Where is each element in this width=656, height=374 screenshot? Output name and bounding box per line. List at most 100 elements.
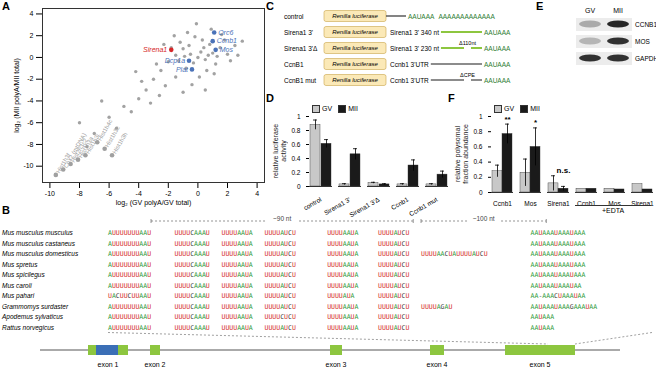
svg-text:Grammomys surdaster: Grammomys surdaster xyxy=(2,303,69,311)
svg-text:2: 2 xyxy=(30,32,34,39)
svg-text:0.8: 0.8 xyxy=(473,128,482,135)
svg-text:Mos: Mos xyxy=(524,200,537,207)
svg-text:AUUUUUUUAAUUUUUCAAAUUUUUAAUAUU: AUUUUUUUAAUUUUUCAAAUUUUUAAUAUUUUAUCUUUUU… xyxy=(108,282,582,290)
svg-text:-4: -4 xyxy=(27,97,33,104)
svg-text:AUUUUUUUAAUUUUUCAAAUUUUUAAUAUU: AUUUUUUUAAUUUUUCAAAUUUUUAAUAUUUUAUCUUUUU… xyxy=(108,303,597,311)
svg-text:Ccnb1: Ccnb1 xyxy=(577,200,596,207)
svg-text:AUUUUUUUAAUUUUUCAAAUUUUUAAUAUU: AUUUUUUUAAUUUUUCAAAUUUUUAAUAUUUUAUCUUUUU… xyxy=(108,229,585,237)
svg-text:Renilla luciferase: Renilla luciferase xyxy=(332,13,378,19)
svg-text:AUUUUUUUAAUUUUUCAAAUUUUUAAUAUU: AUUUUUUUAAUUUUUCAAAUUUUUAAUAUUUUAUCUUUUU… xyxy=(108,271,585,279)
svg-text:GAPDH: GAPDH xyxy=(635,55,656,62)
svg-text:Mus musculus domesticus: Mus musculus domesticus xyxy=(2,250,79,257)
svg-text:-6: -6 xyxy=(27,119,33,126)
svg-text:control: control xyxy=(302,195,323,211)
svg-text:AAAAAAAAAAAAA: AAAAAAAAAAAAA xyxy=(438,13,495,20)
svg-text:AAUAAA: AAUAAA xyxy=(408,13,435,20)
svg-text:~100 nt: ~100 nt xyxy=(473,215,495,222)
svg-text:UACUUCUUAAUUUUUCAAAUUUUUAAUAUU: UACUUCUUAAUUUUUCAAAUUUUUAAUAUUUUAUCUUUUU… xyxy=(108,292,585,300)
svg-text:n.s.: n.s. xyxy=(557,166,571,175)
svg-text:-8: -8 xyxy=(27,141,33,148)
svg-text:Apodemus sylvaticus: Apodemus sylvaticus xyxy=(1,313,64,321)
svg-text:1: 1 xyxy=(479,113,483,120)
svg-text:*: * xyxy=(534,118,538,127)
svg-text:Ccnb1: Ccnb1 xyxy=(390,195,410,211)
svg-text:control: control xyxy=(284,13,304,20)
svg-text:-2: -2 xyxy=(27,75,33,82)
svg-text:Plat: Plat xyxy=(176,66,189,73)
svg-text:AUUUUUUUAAUUUUUCAAAUUUUUAAUAUU: AUUUUUUUAAUUUUUCAAAUUUUUAAUAUUUUAUCUUUUU… xyxy=(108,240,585,248)
svg-text:Ccnb1 mut: Ccnb1 mut xyxy=(408,195,439,217)
svg-text:Mos: Mos xyxy=(220,46,234,53)
svg-text:Sirena1 3'Δ: Sirena1 3'Δ xyxy=(348,195,381,218)
svg-text:AAUAAA: AAUAAA xyxy=(484,61,511,68)
svg-text:CcnB1 mut: CcnB1 mut xyxy=(284,77,316,84)
svg-text:0.4: 0.4 xyxy=(291,155,300,162)
svg-text:relative luciferaseactivity: relative luciferaseactivity xyxy=(272,124,288,179)
svg-text:0.6: 0.6 xyxy=(291,141,300,148)
svg-text:AAUAAA: AAUAAA xyxy=(484,77,511,84)
svg-text:Ccnb1: Ccnb1 xyxy=(493,200,512,207)
svg-text:0: 0 xyxy=(30,54,34,61)
svg-text:0: 0 xyxy=(297,183,301,190)
svg-text:Sirena1 3': Sirena1 3' xyxy=(323,196,352,217)
svg-text:exon 2: exon 2 xyxy=(144,361,165,368)
svg-text:AAUAAA: AAUAAA xyxy=(484,29,511,36)
svg-text:0.2: 0.2 xyxy=(473,173,482,180)
svg-text:4: 4 xyxy=(30,10,34,17)
svg-text:Mus spicilegus: Mus spicilegus xyxy=(2,271,45,279)
svg-text:ΔCPE: ΔCPE xyxy=(460,72,475,78)
svg-text:relative polysomalfraction abu: relative polysomalfraction abundance xyxy=(454,124,469,184)
svg-text:CcnB1: CcnB1 xyxy=(284,61,304,68)
svg-text:Sirena1 3' 230 nt: Sirena1 3' 230 nt xyxy=(390,45,439,52)
svg-text:Mus musculus musculus: Mus musculus musculus xyxy=(2,229,74,236)
svg-text:Renilla luciferase: Renilla luciferase xyxy=(332,45,378,51)
svg-text:0: 0 xyxy=(196,190,200,197)
svg-text:Sirena1: Sirena1 xyxy=(143,46,167,53)
svg-text:**: ** xyxy=(504,115,511,124)
svg-text:0: 0 xyxy=(479,189,483,196)
svg-text:-2: -2 xyxy=(165,190,171,197)
svg-text:1: 1 xyxy=(297,113,301,120)
svg-text:Sirena1 3' 340 nt: Sirena1 3' 340 nt xyxy=(390,29,439,36)
svg-text:Hist1h3h: Hist1h3h xyxy=(111,131,128,155)
svg-text:Sirena1 3': Sirena1 3' xyxy=(284,29,313,36)
svg-text:0.8: 0.8 xyxy=(291,127,300,134)
svg-text:Renilla luciferase: Renilla luciferase xyxy=(332,61,378,67)
svg-text:Renilla luciferase: Renilla luciferase xyxy=(332,29,378,35)
svg-text:2: 2 xyxy=(226,190,230,197)
svg-text:0.6: 0.6 xyxy=(473,143,482,150)
svg-text:GV: GV xyxy=(585,7,595,14)
svg-text:Mus musculus castaneus: Mus musculus castaneus xyxy=(2,240,76,247)
svg-text:4: 4 xyxy=(255,190,259,197)
svg-text:Dcp1a: Dcp1a xyxy=(165,57,185,65)
svg-text:exon 1: exon 1 xyxy=(97,361,118,368)
svg-text:-8: -8 xyxy=(76,190,82,197)
svg-text:Ccnb1 3'UTR: Ccnb1 3'UTR xyxy=(390,61,429,68)
svg-text:Δ110nt: Δ110nt xyxy=(459,40,477,46)
svg-text:Ccnb1 3'UTR: Ccnb1 3'UTR xyxy=(390,77,429,84)
svg-text:MII: MII xyxy=(613,7,623,14)
svg-text:-4: -4 xyxy=(136,190,142,197)
svg-text:log₂ (MII polyA/MII total): log₂ (MII polyA/MII total) xyxy=(13,58,21,133)
svg-text:0.4: 0.4 xyxy=(473,158,482,165)
svg-text:Ccnb1: Ccnb1 xyxy=(217,37,237,44)
svg-text:Mus caroli: Mus caroli xyxy=(2,282,32,289)
svg-text:~90 nt: ~90 nt xyxy=(273,215,291,222)
svg-text:AUUUUUUUAAUUUUUCAAAUUUUUAAUAUU: AUUUUUUUAAUUUUUCAAAUUUUUAAUAUUUUCUCUUUUU… xyxy=(108,313,554,321)
svg-text:AUUUUUUUAAUUUUUCAAAUUUUUAAUAUU: AUUUUUUUAAUUUUUCAAAUUUUUAAUAUUUUAUCUUUUU… xyxy=(108,261,585,269)
svg-text:Sirena1: Sirena1 xyxy=(547,200,570,207)
svg-text:AAUAAA: AAUAAA xyxy=(484,45,511,52)
svg-text:0.2: 0.2 xyxy=(291,169,300,176)
svg-text:Mos: Mos xyxy=(608,200,621,207)
svg-text:Orc6: Orc6 xyxy=(218,29,233,36)
svg-text:Renilla luciferase: Renilla luciferase xyxy=(332,77,378,83)
svg-text:exon 4: exon 4 xyxy=(426,361,447,368)
svg-text:Rattus norvegicus: Rattus norvegicus xyxy=(2,324,55,332)
svg-text:Sirena1 3'Δ: Sirena1 3'Δ xyxy=(284,45,318,52)
svg-text:Mus pahari: Mus pahari xyxy=(2,292,35,300)
svg-text:AUUUUUUUAAUUUUUCAAAUUUUUAAUAUU: AUUUUUUUAAUUUUUCAAAUUUUUAAUAUUUUAUCUUUUU… xyxy=(108,250,585,258)
svg-text:AUUUUUUUAAUUUUUCAAAUUUUUAAUAUU: AUUUUUUUAAUUUUUCAAAUUUUUAAUAUUUUAUCUUUUU… xyxy=(108,324,554,332)
svg-text:-10: -10 xyxy=(23,162,33,169)
svg-text:Mus spretus: Mus spretus xyxy=(2,261,38,269)
svg-text:exon 3: exon 3 xyxy=(325,361,346,368)
